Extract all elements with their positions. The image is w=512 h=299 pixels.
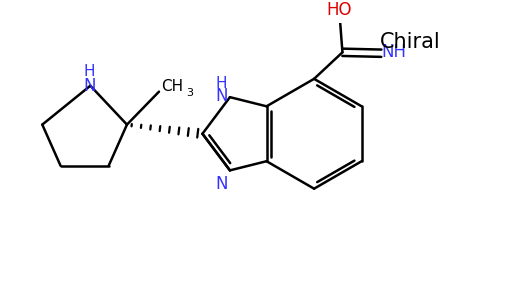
Text: N: N [83,77,96,95]
Text: N: N [216,175,228,193]
Text: Chiral: Chiral [380,32,441,52]
Text: H: H [216,76,227,91]
Text: N: N [216,87,228,105]
Text: NH: NH [381,43,407,61]
Text: H: H [83,64,95,79]
Text: 3: 3 [186,89,194,98]
Text: HO: HO [327,1,352,19]
Text: CH: CH [161,79,183,94]
